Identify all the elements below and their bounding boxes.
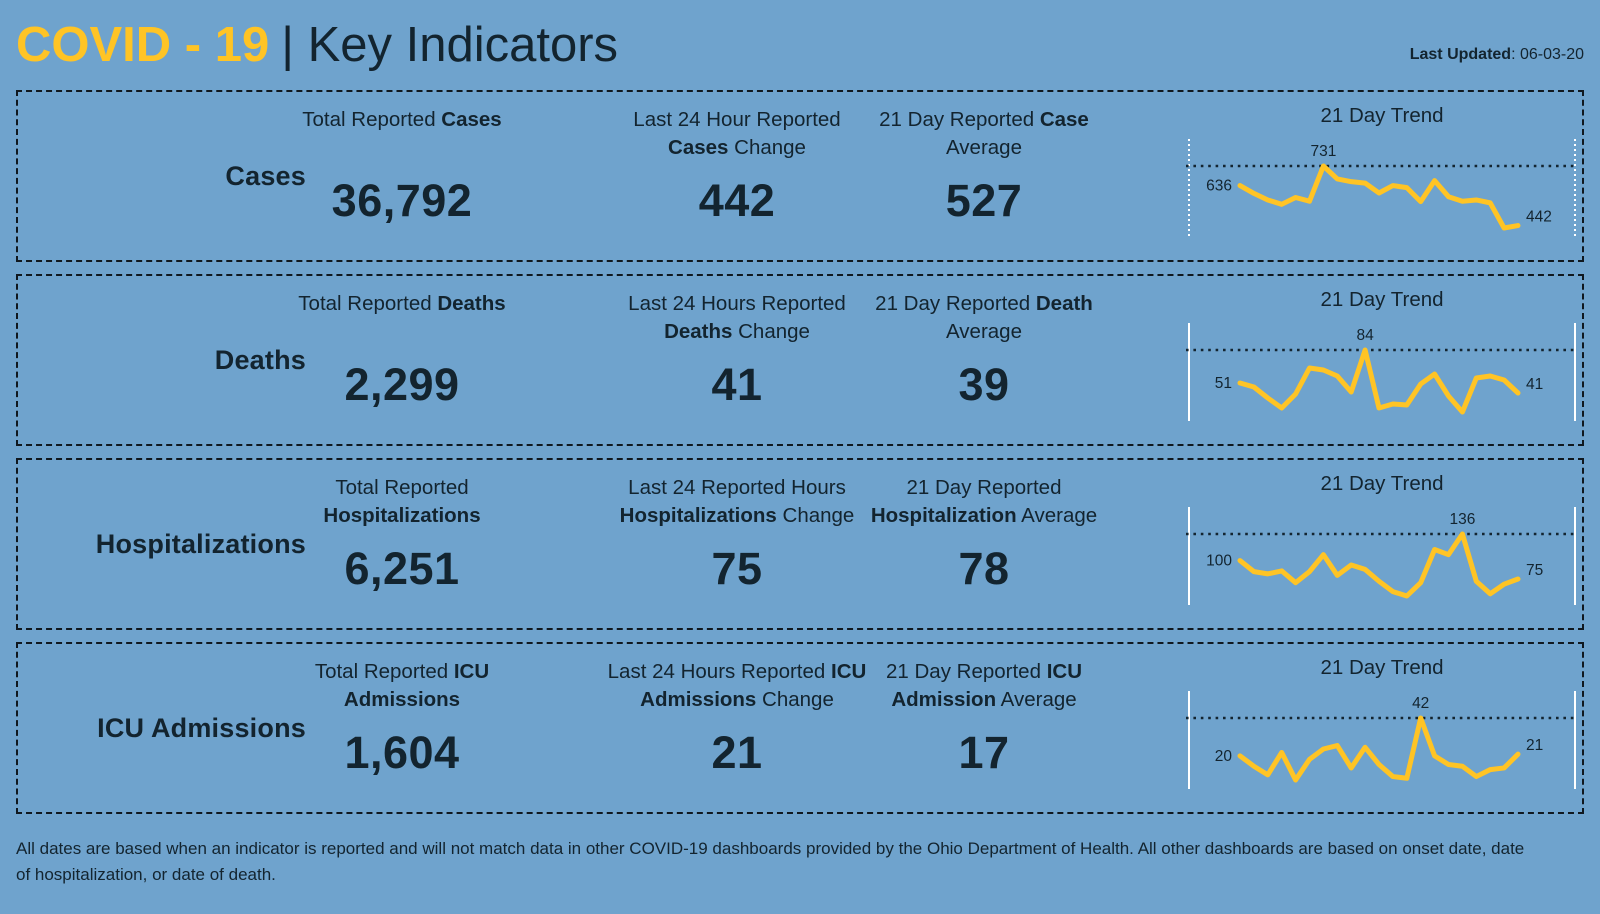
hospitalizations-trend-title: 21 Day Trend — [1320, 472, 1444, 495]
deaths-row-label: Deaths — [214, 344, 306, 375]
deaths-trend-title: 21 Day Trend — [1320, 288, 1444, 311]
last-updated: Last Updated: 06-03-20 — [1410, 20, 1584, 64]
dashboard-header: COVID - 19 | Key Indicators Last Updated:… — [16, 0, 1584, 90]
cases-trend-chart: 636 731 442 — [1186, 139, 1578, 237]
svg-text:100: 100 — [1206, 553, 1232, 570]
cases-total-metric: Total Reported Cases 36,792 — [282, 106, 522, 227]
icu-admissions-total-value: 1,604 — [344, 727, 460, 778]
page-title: COVID - 19 | Key Indicators — [16, 18, 619, 72]
hospitalizations-change-value: 75 — [711, 543, 763, 594]
svg-text:41: 41 — [1526, 376, 1543, 393]
icu-admissions-change-metric: Last 24 Hours Reported ICU Admissions Ch… — [606, 658, 868, 779]
deaths-total-value: 2,299 — [344, 359, 460, 410]
hospitalizations-trend: 21 Day Trend 100 136 75 — [1186, 472, 1578, 608]
svg-text:51: 51 — [1215, 375, 1232, 392]
hospitalizations-average-value: 78 — [958, 543, 1010, 594]
cases-total-header: Total Reported Cases — [302, 108, 502, 131]
svg-text:84: 84 — [1356, 327, 1374, 344]
hospitalizations-total-metric: Total Reported Hospitalizations 6,251 — [282, 474, 522, 595]
icu-admissions-average-metric: 21 Day Reported ICU Admission Average 17 — [853, 658, 1115, 779]
svg-text:20: 20 — [1215, 748, 1233, 765]
icu-admissions-trend-title: 21 Day Trend — [1320, 656, 1444, 679]
hospitalizations-total-header: Total Reported Hospitalizations — [323, 476, 481, 527]
cases-row-label: Cases — [225, 160, 306, 191]
hospitalizations-average-header: 21 Day Reported Hospitalization Average — [870, 476, 1098, 527]
icu-admissions-total-metric: Total Reported ICU Admissions 1,604 — [282, 658, 522, 779]
icu-admissions-change-value: 21 — [711, 727, 763, 778]
deaths-total-header: Total Reported Deaths — [298, 292, 506, 315]
deaths-trend-chart: 51 84 41 — [1186, 323, 1578, 421]
svg-text:42: 42 — [1412, 695, 1429, 712]
deaths-change-value: 41 — [711, 359, 763, 410]
cases-average-value: 527 — [945, 175, 1023, 226]
icu-admissions-average-value: 17 — [958, 727, 1010, 778]
svg-text:442: 442 — [1526, 209, 1552, 226]
icu-admissions-total-header: Total Reported ICU Admissions — [314, 660, 490, 711]
deaths-average-metric: 21 Day Reported Death Average 39 — [853, 290, 1115, 411]
covid-title-highlight: COVID - 19 — [16, 18, 270, 72]
hospitalizations-total-value: 6,251 — [344, 543, 460, 594]
cases-change-value: 442 — [698, 175, 776, 226]
cases-average-header: 21 Day Reported Case Average — [879, 108, 1089, 159]
page-title-text: | Key Indicators — [281, 18, 619, 72]
deaths-total-metric: Total Reported Deaths 2,299 — [282, 290, 522, 411]
last-updated-value: : 06-03-20 — [1511, 46, 1584, 63]
svg-text:136: 136 — [1449, 511, 1475, 528]
hospitalizations-trend-chart: 100 136 75 — [1186, 507, 1578, 605]
cases-trend-title: 21 Day Trend — [1320, 104, 1444, 127]
hospitalizations-average-metric: 21 Day Reported Hospitalization Average … — [853, 474, 1115, 595]
cases-change-header: Last 24 Hour Reported Cases Change — [633, 108, 841, 159]
hospitalizations-row-label: Hospitalizations — [95, 528, 306, 559]
hospitalizations-change-metric: Last 24 Reported Hours Hospitalizations … — [606, 474, 868, 595]
deaths-card: Deaths Total Reported Deaths 2,299 Last … — [16, 274, 1584, 446]
cases-card: Cases Total Reported Cases 36,792 Last 2… — [16, 90, 1584, 262]
last-updated-label: Last Updated — [1409, 46, 1512, 63]
icu-admissions-card: ICU Admissions Total Reported ICU Admiss… — [16, 642, 1584, 814]
deaths-change-header: Last 24 Hours Reported Deaths Change — [628, 292, 846, 343]
icu-admissions-average-header: 21 Day Reported ICU Admission Average — [886, 660, 1082, 711]
deaths-trend: 21 Day Trend 51 84 41 — [1186, 288, 1578, 424]
cases-average-metric: 21 Day Reported Case Average 527 — [853, 106, 1115, 227]
svg-text:731: 731 — [1310, 143, 1336, 160]
deaths-change-metric: Last 24 Hours Reported Deaths Change 41 — [606, 290, 868, 411]
icu-admissions-trend: 21 Day Trend 20 42 21 — [1186, 656, 1578, 792]
cases-total-value: 36,792 — [331, 175, 473, 226]
deaths-average-header: 21 Day Reported Death Average — [875, 292, 1093, 343]
hospitalizations-card: Hospitalizations Total Reported Hospital… — [16, 458, 1584, 630]
footnote-text: All dates are based when an indicator is… — [16, 839, 1525, 884]
svg-text:21: 21 — [1526, 737, 1543, 754]
footnote: All dates are based when an indicator is… — [16, 826, 1528, 887]
icu-admissions-trend-chart: 20 42 21 — [1186, 691, 1578, 789]
svg-text:75: 75 — [1526, 562, 1543, 579]
hospitalizations-change-header: Last 24 Reported Hours Hospitalizations … — [619, 476, 855, 527]
icu-admissions-change-header: Last 24 Hours Reported ICU Admissions Ch… — [607, 660, 867, 711]
cases-trend: 21 Day Trend 636 731 442 — [1186, 104, 1578, 240]
cases-change-metric: Last 24 Hour Reported Cases Change 442 — [606, 106, 868, 227]
icu-admissions-row-label: ICU Admissions — [97, 712, 306, 743]
deaths-average-value: 39 — [958, 359, 1010, 410]
svg-text:636: 636 — [1206, 178, 1232, 195]
